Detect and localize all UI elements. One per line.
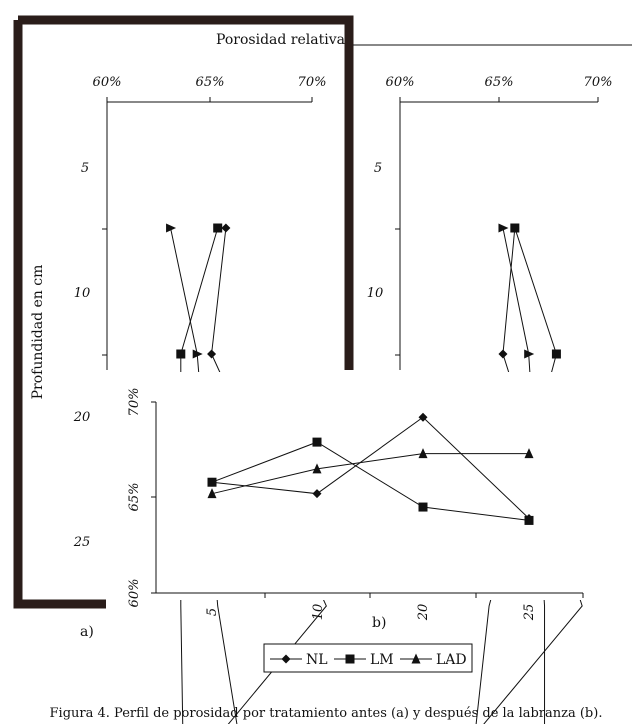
legend-label-lad: LAD	[436, 652, 467, 668]
right-xtick-70: 70%	[584, 75, 613, 90]
panel-b-ytick-70: 70%	[127, 388, 142, 417]
panel-b-point-lm-25	[524, 515, 534, 525]
panel-b-plot	[207, 412, 534, 525]
panel-b-line-lm	[211, 441, 530, 521]
right-xtick-65: 65%	[485, 75, 514, 90]
panel-a-ytick-5: 5	[81, 161, 89, 176]
right-point-lm-5	[510, 223, 520, 233]
legend-label-nl: NL	[306, 652, 328, 668]
figure-caption: Figura 4. Perfil de porosidad por tratam…	[50, 706, 603, 721]
panel-a-point-nl-10	[207, 349, 217, 359]
panel-a-point-lad-10	[192, 349, 203, 359]
panel-a-ytick-10: 10	[74, 286, 91, 301]
panel-b-point-lad-10	[312, 463, 322, 474]
right-point-lad-10	[524, 349, 535, 359]
panel-b-point-lad-25	[524, 448, 534, 459]
legend-label-lm: LM	[370, 652, 394, 668]
right-xtick-60: 60%	[386, 75, 415, 90]
panel-b-point-lm-10	[312, 437, 322, 447]
panel-b-line-lad	[211, 453, 529, 495]
right-ytick-10: 10	[367, 286, 384, 301]
legend-marker-nl	[281, 654, 291, 664]
panel-a-point-lad-5	[166, 223, 177, 233]
panel-b-background	[106, 372, 632, 600]
panel-b-label: b)	[372, 615, 386, 631]
panel-a-label: a)	[80, 624, 94, 640]
panel-b-point-lm-20	[418, 502, 428, 512]
panel-b-axes	[151, 401, 584, 598]
panel-a-point-lm-10	[176, 349, 186, 359]
panel-b-xtick-5: 5	[205, 608, 220, 616]
panel-a-point-lm-5	[213, 223, 223, 233]
panel-a-right-axes	[395, 97, 599, 370]
panel-b-point-nl-20	[418, 412, 428, 422]
panel-b-xtick-10: 10	[311, 604, 326, 621]
panel-a-ytick-25: 25	[73, 535, 91, 550]
right-point-nl-10	[498, 349, 508, 359]
legend: NL LM LAD	[270, 652, 467, 668]
panel-a-point-nl-5	[221, 223, 231, 233]
legend-box	[263, 643, 473, 673]
panel-b-point-nl-10	[312, 489, 322, 499]
right-point-lad-5	[498, 223, 509, 233]
legend-marker-lm	[345, 654, 355, 664]
right-point-lm-10	[551, 349, 561, 359]
panel-a-xtick-65: 65%	[196, 75, 225, 90]
y-axis-label: Profundidad en cm	[30, 265, 46, 400]
panel-b-point-lm-5	[207, 477, 217, 487]
panel-a-axes	[102, 97, 313, 370]
panel-a-ytick-20: 20	[73, 410, 91, 425]
right-ytick-5: 5	[374, 161, 382, 176]
legend-marker-lad	[411, 653, 421, 664]
panel-a-xtick-70: 70%	[298, 75, 327, 90]
panel-b-ytick-60: 60%	[127, 579, 142, 608]
panel-b-point-lad-20	[418, 448, 428, 459]
panel-b-xtick-20: 20	[416, 604, 431, 622]
panel-b-point-lad-5	[207, 488, 217, 499]
panel-a-xtick-60: 60%	[93, 75, 122, 90]
top-label: Porosidad relativa	[216, 32, 345, 48]
panel-b-ytick-65: 65%	[127, 483, 142, 512]
panel-b-xtick-25: 25	[522, 604, 537, 622]
panel-b-line-nl	[211, 416, 530, 519]
panel-a-frame	[13, 15, 354, 609]
